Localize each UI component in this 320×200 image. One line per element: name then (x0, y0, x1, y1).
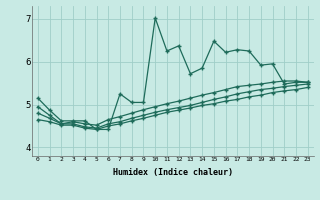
X-axis label: Humidex (Indice chaleur): Humidex (Indice chaleur) (113, 168, 233, 177)
